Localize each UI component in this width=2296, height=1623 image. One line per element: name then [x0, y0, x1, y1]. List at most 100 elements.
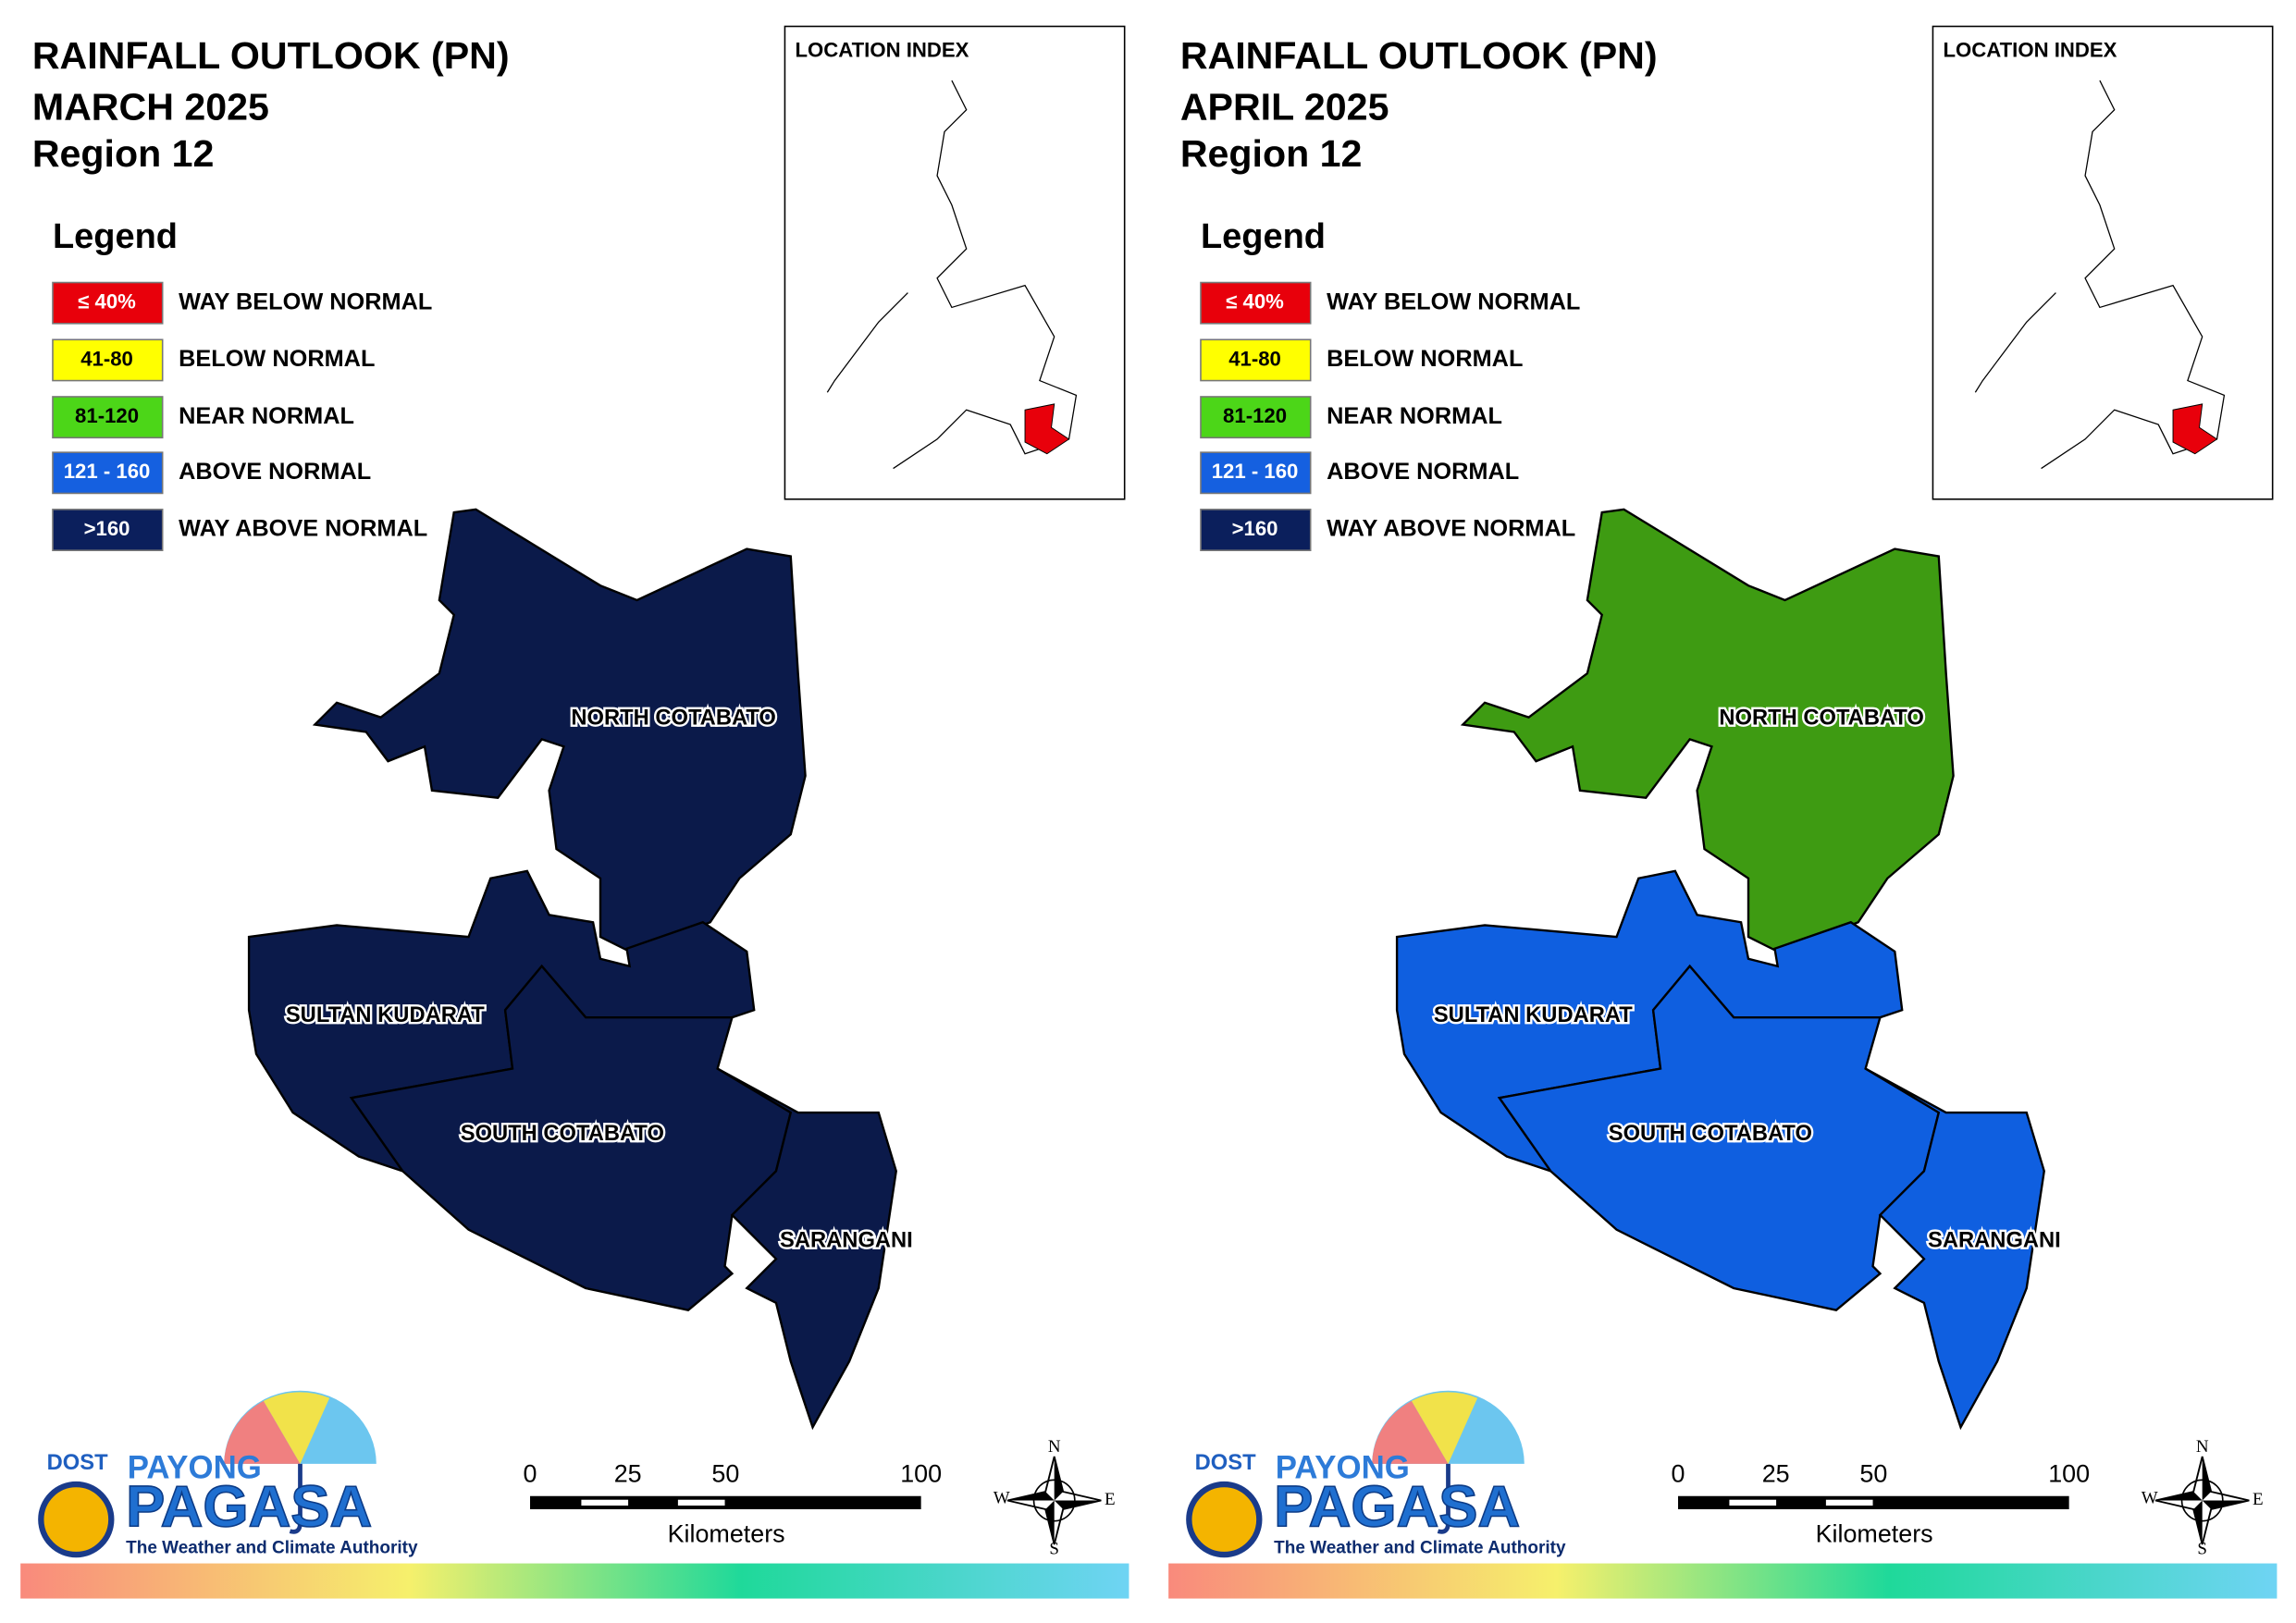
legend-range: ≤ 40%	[1226, 290, 1284, 314]
legend-range: 121 - 160	[64, 460, 151, 483]
legend-title: Legend	[1201, 217, 1326, 256]
province-label: SARANGANI	[780, 1229, 913, 1253]
scale-tick-label: 25	[1762, 1460, 1790, 1488]
scale-tick-label: 25	[614, 1460, 642, 1488]
province-area	[1865, 1067, 2045, 1431]
legend-swatch	[52, 451, 164, 495]
legend-label: ABOVE NORMAL	[1327, 459, 1519, 485]
legend-label: BELOW NORMAL	[1327, 346, 1523, 372]
philippines-outline	[826, 80, 1078, 470]
compass-n: N	[1048, 1437, 1061, 1457]
compass-points	[2155, 1457, 2250, 1544]
compass-s: S	[1049, 1540, 1059, 1559]
logo-agency: DOST	[47, 1451, 108, 1475]
scale-tick-label: 50	[1859, 1460, 1887, 1488]
location-index-label: LOCATION INDEX	[1944, 38, 2117, 61]
logo-brand: PAGASA	[1274, 1474, 1520, 1539]
title-line: APRIL 2025	[1180, 86, 1389, 129]
province-area	[717, 1067, 897, 1431]
scale-tick-label: 50	[711, 1460, 739, 1488]
logo-brand-top: PAYONG	[128, 1449, 262, 1485]
location-index-box	[784, 25, 1126, 500]
legend-swatch	[52, 281, 164, 325]
title-line: RAINFALL OUTLOOK (PN)	[32, 34, 510, 77]
logo-tagline: The Weather and Climate Authority	[1274, 1539, 1566, 1558]
legend-range: 81-120	[75, 404, 139, 427]
umbrella-left	[1372, 1400, 1449, 1464]
legend-swatch	[52, 509, 164, 551]
province-label: SARANGANI	[1928, 1229, 2061, 1253]
legend-range: >160	[1232, 517, 1278, 540]
scale-unit: Kilometers	[668, 1520, 785, 1548]
legend-swatch	[1200, 396, 1312, 439]
compass-points	[1007, 1457, 1102, 1544]
province-label: SULTAN KUDARAT	[1434, 1003, 1633, 1027]
title-line: Region 12	[32, 132, 215, 175]
compass-w: W	[2142, 1488, 2158, 1507]
umbrella-handle	[1437, 1463, 1450, 1534]
legend-label: WAY ABOVE NORMAL	[179, 516, 427, 542]
province-label: SULTAN KUDARAT	[286, 1003, 485, 1027]
title-line: MARCH 2025	[32, 86, 269, 129]
legend-label: ABOVE NORMAL	[179, 459, 371, 485]
legend-swatch	[52, 338, 164, 382]
location-index-box	[1932, 25, 2274, 500]
province-area	[312, 508, 807, 953]
compass-w: W	[994, 1488, 1010, 1507]
scale-bar-segment	[1825, 1499, 1873, 1506]
color-band	[1168, 1563, 2277, 1599]
scale-unit: Kilometers	[1816, 1520, 1933, 1548]
province-label: SOUTH COTABATO	[1609, 1122, 1812, 1146]
scale-bar-segment	[1729, 1499, 1777, 1506]
province-label: SOUTH COTABATO	[461, 1122, 664, 1146]
umbrella-left	[224, 1400, 301, 1464]
legend-swatch	[1200, 281, 1312, 325]
legend-range: 81-120	[1223, 404, 1287, 427]
legend-swatch	[1200, 509, 1312, 551]
legend-label: NEAR NORMAL	[179, 403, 354, 429]
legend-range: >160	[84, 517, 130, 540]
scale-tick-label: 0	[524, 1460, 537, 1488]
logo-brand: PAGASA	[126, 1474, 372, 1539]
umbrella-mid	[263, 1392, 330, 1464]
province-area	[247, 869, 756, 1174]
compass-e: E	[1105, 1490, 1116, 1509]
legend-range: 41-80	[80, 347, 133, 370]
compass-n: N	[2196, 1437, 2209, 1457]
legend-swatch	[1200, 338, 1312, 382]
legend-swatch	[1200, 451, 1312, 495]
province-label: NORTH COTABATO	[571, 706, 776, 730]
compass-s: S	[2197, 1540, 2207, 1559]
title-line: RAINFALL OUTLOOK (PN)	[1180, 34, 1658, 77]
legend-label: BELOW NORMAL	[179, 346, 375, 372]
philippines-outline	[1974, 80, 2226, 470]
legend-range: 41-80	[1228, 347, 1281, 370]
region-highlight	[1024, 403, 1070, 455]
province-area	[1395, 869, 1904, 1174]
compass-e: E	[2253, 1490, 2264, 1509]
title-line: Region 12	[1180, 132, 1363, 175]
umbrella-handle	[289, 1463, 302, 1534]
seal	[1186, 1481, 1263, 1558]
umbrella-mid	[1411, 1392, 1478, 1464]
scale-tick-label: 0	[1672, 1460, 1685, 1488]
scale-bar	[1678, 1495, 2069, 1509]
legend-range: 121 - 160	[1212, 460, 1299, 483]
legend-label: WAY ABOVE NORMAL	[1327, 516, 1575, 542]
location-index-label: LOCATION INDEX	[796, 38, 969, 61]
color-band	[20, 1563, 1129, 1599]
legend-range: ≤ 40%	[78, 290, 136, 314]
region-highlight	[2172, 403, 2218, 455]
scale-tick-label: 100	[900, 1460, 942, 1488]
seal	[38, 1481, 115, 1558]
legend-label: WAY BELOW NORMAL	[1327, 289, 1580, 314]
scale-bar-segment	[677, 1499, 725, 1506]
legend-swatch	[52, 396, 164, 439]
province-area	[1460, 508, 1955, 953]
scale-bar	[530, 1495, 921, 1509]
scale-bar-segment	[581, 1499, 629, 1506]
